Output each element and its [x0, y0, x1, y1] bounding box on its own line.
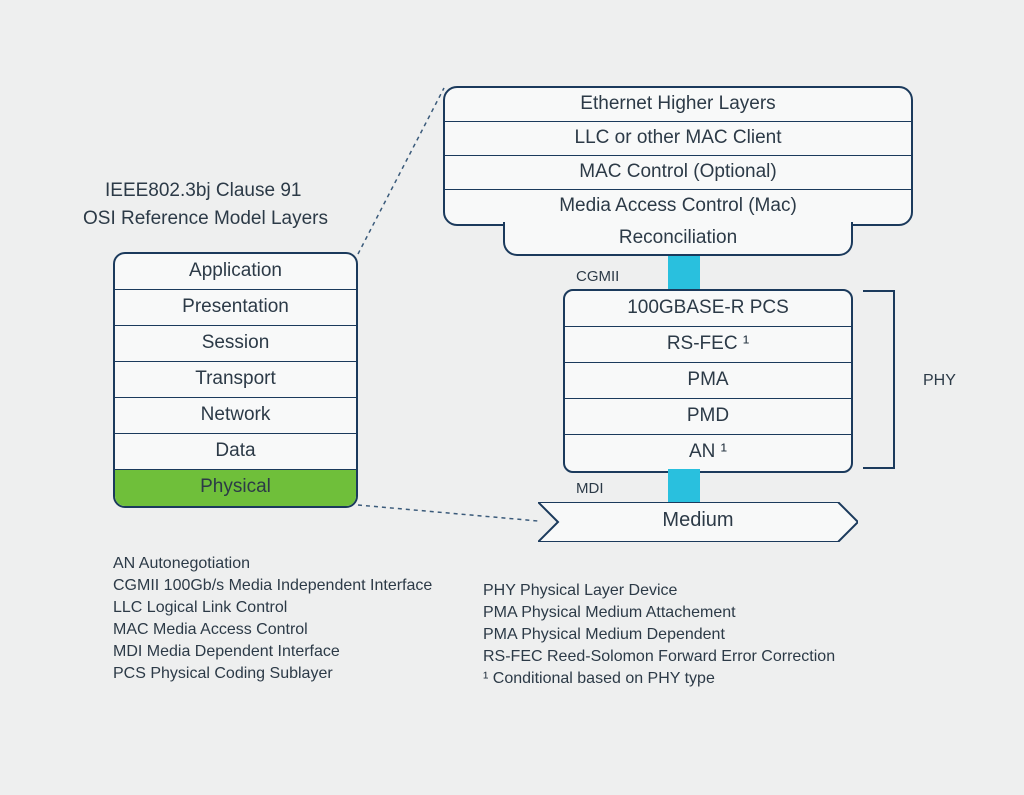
legend-line: PMA Physical Medium Dependent — [483, 624, 853, 646]
upper-layer: Ethernet Higher Layers — [445, 88, 911, 122]
diagram-canvas: IEEE802.3bj Clause 91 OSI Reference Mode… — [8, 8, 1016, 787]
mdi-label: MDI — [576, 480, 604, 497]
osi-layer-network: Network — [115, 398, 356, 434]
legend-line: PMA Physical Medium Attachement — [483, 602, 853, 624]
phy-layer: PMD — [565, 399, 851, 435]
medium-box: Medium — [538, 502, 858, 542]
phy-stack: 100GBASE-R PCSRS-FEC ¹PMAPMDAN ¹ — [563, 289, 853, 473]
legend-line: PCS Physical Coding Sublayer — [113, 663, 433, 685]
phy-bracket — [863, 290, 895, 469]
osi-layer-presentation: Presentation — [115, 290, 356, 326]
legend-line: CGMII 100Gb/s Media Independent Interfac… — [113, 575, 433, 597]
osi-layer-application: Application — [115, 254, 356, 290]
upper-layer: Media Access Control (Mac) — [445, 190, 911, 224]
title-line-2: OSI Reference Model Layers — [83, 208, 328, 230]
upper-layer: LLC or other MAC Client — [445, 122, 911, 156]
title-line-1: IEEE802.3bj Clause 91 — [105, 180, 301, 202]
osi-layer-data: Data — [115, 434, 356, 470]
medium-label: Medium — [662, 509, 733, 531]
phy-layer: PMA — [565, 363, 851, 399]
phy-layer: RS-FEC ¹ — [565, 327, 851, 363]
legend-line: PHY Physical Layer Device — [483, 580, 853, 602]
cgmii-connector — [668, 256, 700, 289]
cgmii-label: CGMII — [576, 268, 619, 285]
osi-layer-session: Session — [115, 326, 356, 362]
legend-line: ¹ Conditional based on PHY type — [483, 668, 853, 690]
legend-line: RS-FEC Reed-Solomon Forward Error Correc… — [483, 646, 853, 668]
mdi-connector — [668, 469, 700, 502]
legend-line: AN Autonegotiation — [113, 553, 433, 575]
legend-right: PHY Physical Layer DevicePMA Physical Me… — [483, 580, 853, 690]
osi-layer-physical: Physical — [115, 470, 356, 506]
phy-layer: 100GBASE-R PCS — [565, 291, 851, 327]
upper-layer: MAC Control (Optional) — [445, 156, 911, 190]
phy-layer: AN ¹ — [565, 435, 851, 471]
osi-stack: ApplicationPresentationSessionTransportN… — [113, 252, 358, 508]
legend-left: AN AutonegotiationCGMII 100Gb/s Media In… — [113, 553, 433, 685]
osi-layer-transport: Transport — [115, 362, 356, 398]
legend-line: MAC Media Access Control — [113, 619, 433, 641]
reconciliation-box: Reconciliation — [503, 222, 853, 256]
ethernet-upper-stack: Ethernet Higher LayersLLC or other MAC C… — [443, 86, 913, 226]
legend-line: LLC Logical Link Control — [113, 597, 433, 619]
legend-line: MDI Media Dependent Interface — [113, 641, 433, 663]
phy-bracket-label: PHY — [923, 372, 956, 390]
